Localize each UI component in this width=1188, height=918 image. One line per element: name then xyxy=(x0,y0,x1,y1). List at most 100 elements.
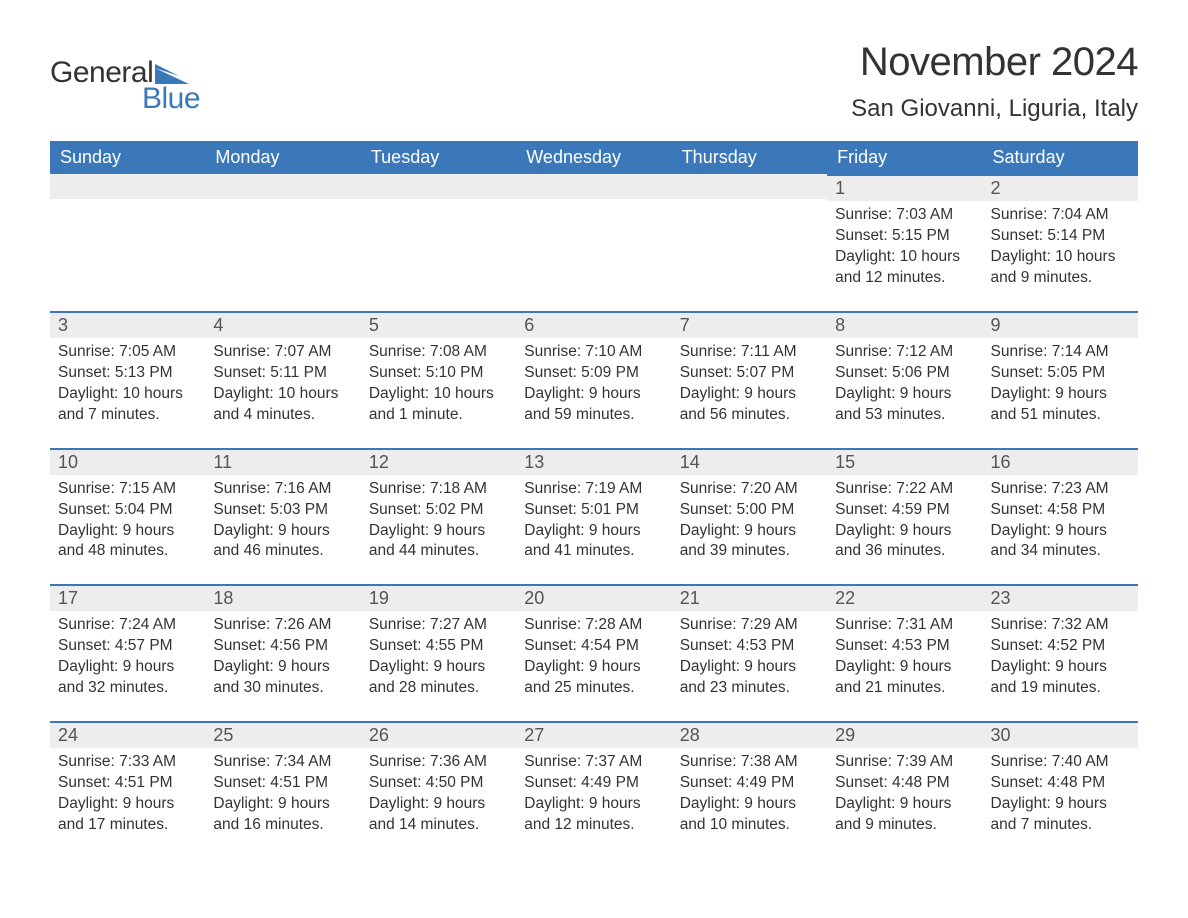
day-details: Sunrise: 7:37 AMSunset: 4:49 PMDaylight:… xyxy=(516,748,671,840)
day-number: 25 xyxy=(205,721,360,748)
daylight-text: Daylight: 9 hours and 53 minutes. xyxy=(835,384,974,426)
sunset-text: Sunset: 4:49 PM xyxy=(680,773,819,794)
sunset-text: Sunset: 4:51 PM xyxy=(213,773,352,794)
daylight-text: Daylight: 9 hours and 25 minutes. xyxy=(524,657,663,699)
calendar-cell: 21Sunrise: 7:29 AMSunset: 4:53 PMDayligh… xyxy=(672,575,827,712)
calendar-cell: 9Sunrise: 7:14 AMSunset: 5:05 PMDaylight… xyxy=(983,302,1138,439)
day-number: 7 xyxy=(672,311,827,338)
day-number: 6 xyxy=(516,311,671,338)
sunset-text: Sunset: 4:51 PM xyxy=(58,773,197,794)
calendar-cell: 12Sunrise: 7:18 AMSunset: 5:02 PMDayligh… xyxy=(361,439,516,576)
sunrise-text: Sunrise: 7:39 AM xyxy=(835,752,974,773)
day-details: Sunrise: 7:29 AMSunset: 4:53 PMDaylight:… xyxy=(672,611,827,703)
day-number: 23 xyxy=(983,584,1138,611)
day-details: Sunrise: 7:08 AMSunset: 5:10 PMDaylight:… xyxy=(361,338,516,430)
day-number: 8 xyxy=(827,311,982,338)
sunset-text: Sunset: 4:55 PM xyxy=(369,636,508,657)
daylight-text: Daylight: 10 hours and 9 minutes. xyxy=(991,247,1130,289)
calendar-cell: 13Sunrise: 7:19 AMSunset: 5:01 PMDayligh… xyxy=(516,439,671,576)
sunset-text: Sunset: 4:53 PM xyxy=(835,636,974,657)
sunrise-text: Sunrise: 7:04 AM xyxy=(991,205,1130,226)
sunrise-text: Sunrise: 7:22 AM xyxy=(835,479,974,500)
day-details: Sunrise: 7:05 AMSunset: 5:13 PMDaylight:… xyxy=(50,338,205,430)
day-number: 13 xyxy=(516,448,671,475)
day-number: 22 xyxy=(827,584,982,611)
calendar-cell xyxy=(205,174,360,302)
sunset-text: Sunset: 4:57 PM xyxy=(58,636,197,657)
day-details: Sunrise: 7:19 AMSunset: 5:01 PMDaylight:… xyxy=(516,475,671,567)
sunrise-text: Sunrise: 7:31 AM xyxy=(835,615,974,636)
day-number: 17 xyxy=(50,584,205,611)
day-number: 9 xyxy=(983,311,1138,338)
day-details: Sunrise: 7:16 AMSunset: 5:03 PMDaylight:… xyxy=(205,475,360,567)
calendar-cell: 22Sunrise: 7:31 AMSunset: 4:53 PMDayligh… xyxy=(827,575,982,712)
sunset-text: Sunset: 4:49 PM xyxy=(524,773,663,794)
calendar-cell: 6Sunrise: 7:10 AMSunset: 5:09 PMDaylight… xyxy=(516,302,671,439)
day-number: 27 xyxy=(516,721,671,748)
daylight-text: Daylight: 9 hours and 51 minutes. xyxy=(991,384,1130,426)
calendar-cell: 17 Sunrise: 7:24 AMSunset: 4:57 PMDayligh… xyxy=(50,575,205,712)
calendar-cell: 7Sunrise: 7:11 AMSunset: 5:07 PMDaylight… xyxy=(672,302,827,439)
title-block: November 2024 San Giovanni, Liguria, Ita… xyxy=(851,40,1138,123)
sunset-text: Sunset: 5:00 PM xyxy=(680,500,819,521)
calendar-cell: 16Sunrise: 7:23 AMSunset: 4:58 PMDayligh… xyxy=(983,439,1138,576)
sunrise-text: Sunrise: 7:40 AM xyxy=(991,752,1130,773)
calendar-header-row: Sunday Monday Tuesday Wednesday Thursday… xyxy=(50,141,1138,174)
sunrise-text: Sunrise: 7:20 AM xyxy=(680,479,819,500)
daylight-text: Daylight: 9 hours and 59 minutes. xyxy=(524,384,663,426)
month-title: November 2024 xyxy=(851,40,1138,85)
daylight-text: Daylight: 9 hours and 23 minutes. xyxy=(680,657,819,699)
sunset-text: Sunset: 4:48 PM xyxy=(991,773,1130,794)
day-number: 26 xyxy=(361,721,516,748)
daylight-text: Daylight: 9 hours and 21 minutes. xyxy=(835,657,974,699)
brand-flag-icon xyxy=(155,64,189,84)
sunset-text: Sunset: 4:53 PM xyxy=(680,636,819,657)
weekday-header: Monday xyxy=(205,141,360,174)
page-header: General Blue November 2024 San Giovanni,… xyxy=(50,40,1138,123)
daylight-text: Daylight: 9 hours and 46 minutes. xyxy=(213,521,352,563)
sunrise-text: Sunrise: 7:16 AM xyxy=(213,479,352,500)
daylight-text: Daylight: 9 hours and 14 minutes. xyxy=(369,794,508,836)
brand-word2: Blue xyxy=(50,84,200,114)
sunset-text: Sunset: 4:56 PM xyxy=(213,636,352,657)
sunrise-text: Sunrise: 7:28 AM xyxy=(524,615,663,636)
sunrise-text: Sunrise: 7:12 AM xyxy=(835,342,974,363)
daylight-text: Daylight: 9 hours and 10 minutes. xyxy=(680,794,819,836)
day-details: Sunrise: 7:32 AMSunset: 4:52 PMDaylight:… xyxy=(983,611,1138,703)
daylight-text: Daylight: 9 hours and 32 minutes. xyxy=(58,657,197,699)
daylight-text: Daylight: 9 hours and 48 minutes. xyxy=(58,521,197,563)
daylight-text: Daylight: 9 hours and 16 minutes. xyxy=(213,794,352,836)
sunrise-text: Sunrise: 7:05 AM xyxy=(58,342,197,363)
day-number: 3 xyxy=(50,311,205,338)
sunrise-text: Sunrise: 7:18 AM xyxy=(369,479,508,500)
weekday-header: Friday xyxy=(827,141,982,174)
day-details: Sunrise: 7:31 AMSunset: 4:53 PMDaylight:… xyxy=(827,611,982,703)
day-number: 2 xyxy=(983,174,1138,201)
empty-day xyxy=(205,174,360,199)
calendar-week-row: 17Sunrise: 7:24 AMSunset: 4:57 PMDayligh… xyxy=(50,575,1138,712)
sunrise-text: Sunrise: 7:03 AM xyxy=(835,205,974,226)
day-details: Sunrise: 7:28 AMSunset: 4:54 PMDaylight:… xyxy=(516,611,671,703)
calendar-cell: 5Sunrise: 7:08 AMSunset: 5:10 PMDaylight… xyxy=(361,302,516,439)
day-details: Sunrise: 7:18 AMSunset: 5:02 PMDaylight:… xyxy=(361,475,516,567)
day-details: Sunrise: 7:38 AMSunset: 4:49 PMDaylight:… xyxy=(672,748,827,840)
calendar-cell: 15Sunrise: 7:22 AMSunset: 4:59 PMDayligh… xyxy=(827,439,982,576)
calendar-cell: 10Sunrise: 7:15 AMSunset: 5:04 PMDayligh… xyxy=(50,439,205,576)
sunrise-text: Sunrise: 7:36 AM xyxy=(369,752,508,773)
daylight-text: Daylight: 9 hours and 28 minutes. xyxy=(369,657,508,699)
day-number: 1 xyxy=(827,174,982,201)
calendar-week-row: 24Sunrise: 7:33 AMSunset: 4:51 PMDayligh… xyxy=(50,712,1138,840)
weekday-header: Wednesday xyxy=(516,141,671,174)
day-details: Sunrise: 7:15 AMSunset: 5:04 PMDaylight:… xyxy=(50,475,205,567)
calendar-cell xyxy=(50,174,205,302)
sunrise-text: Sunrise: 7:23 AM xyxy=(991,479,1130,500)
sunrise-text: Sunrise: 7:24 AM xyxy=(58,615,197,636)
day-number: 15 xyxy=(827,448,982,475)
sunset-text: Sunset: 5:02 PM xyxy=(369,500,508,521)
sunset-text: Sunset: 5:05 PM xyxy=(991,363,1130,384)
calendar-cell xyxy=(361,174,516,302)
weekday-header: Sunday xyxy=(50,141,205,174)
empty-day xyxy=(516,174,671,199)
sunset-text: Sunset: 5:09 PM xyxy=(524,363,663,384)
day-number: 30 xyxy=(983,721,1138,748)
